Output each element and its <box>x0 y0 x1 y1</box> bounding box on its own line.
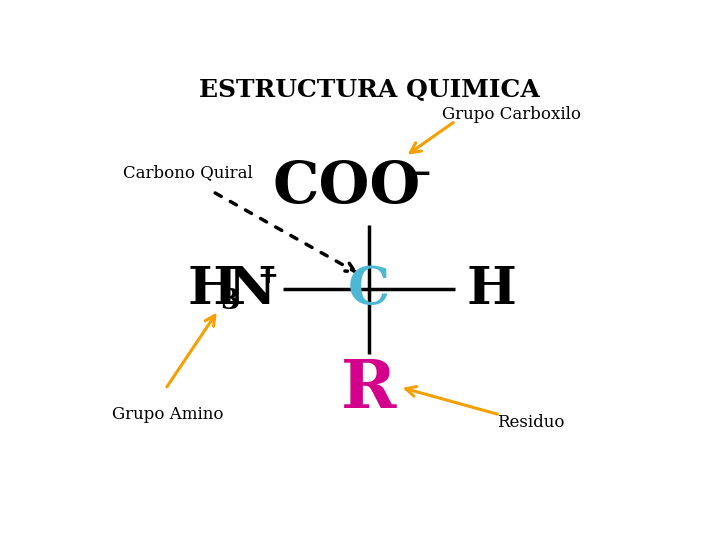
Text: +: + <box>257 264 278 288</box>
Text: Carbono Quiral: Carbono Quiral <box>124 164 253 181</box>
Text: N: N <box>228 264 276 315</box>
Text: H: H <box>188 264 238 315</box>
Text: Grupo Carboxilo: Grupo Carboxilo <box>441 106 580 123</box>
Text: Grupo Amino: Grupo Amino <box>112 406 224 423</box>
Text: 3: 3 <box>220 288 239 315</box>
Text: −: − <box>407 159 432 190</box>
Text: C: C <box>348 264 390 315</box>
Text: H: H <box>467 264 517 315</box>
Text: ESTRUCTURA QUIMICA: ESTRUCTURA QUIMICA <box>199 78 539 102</box>
Text: Residuo: Residuo <box>498 414 564 431</box>
Text: COO: COO <box>273 159 420 215</box>
Text: R: R <box>341 356 397 422</box>
